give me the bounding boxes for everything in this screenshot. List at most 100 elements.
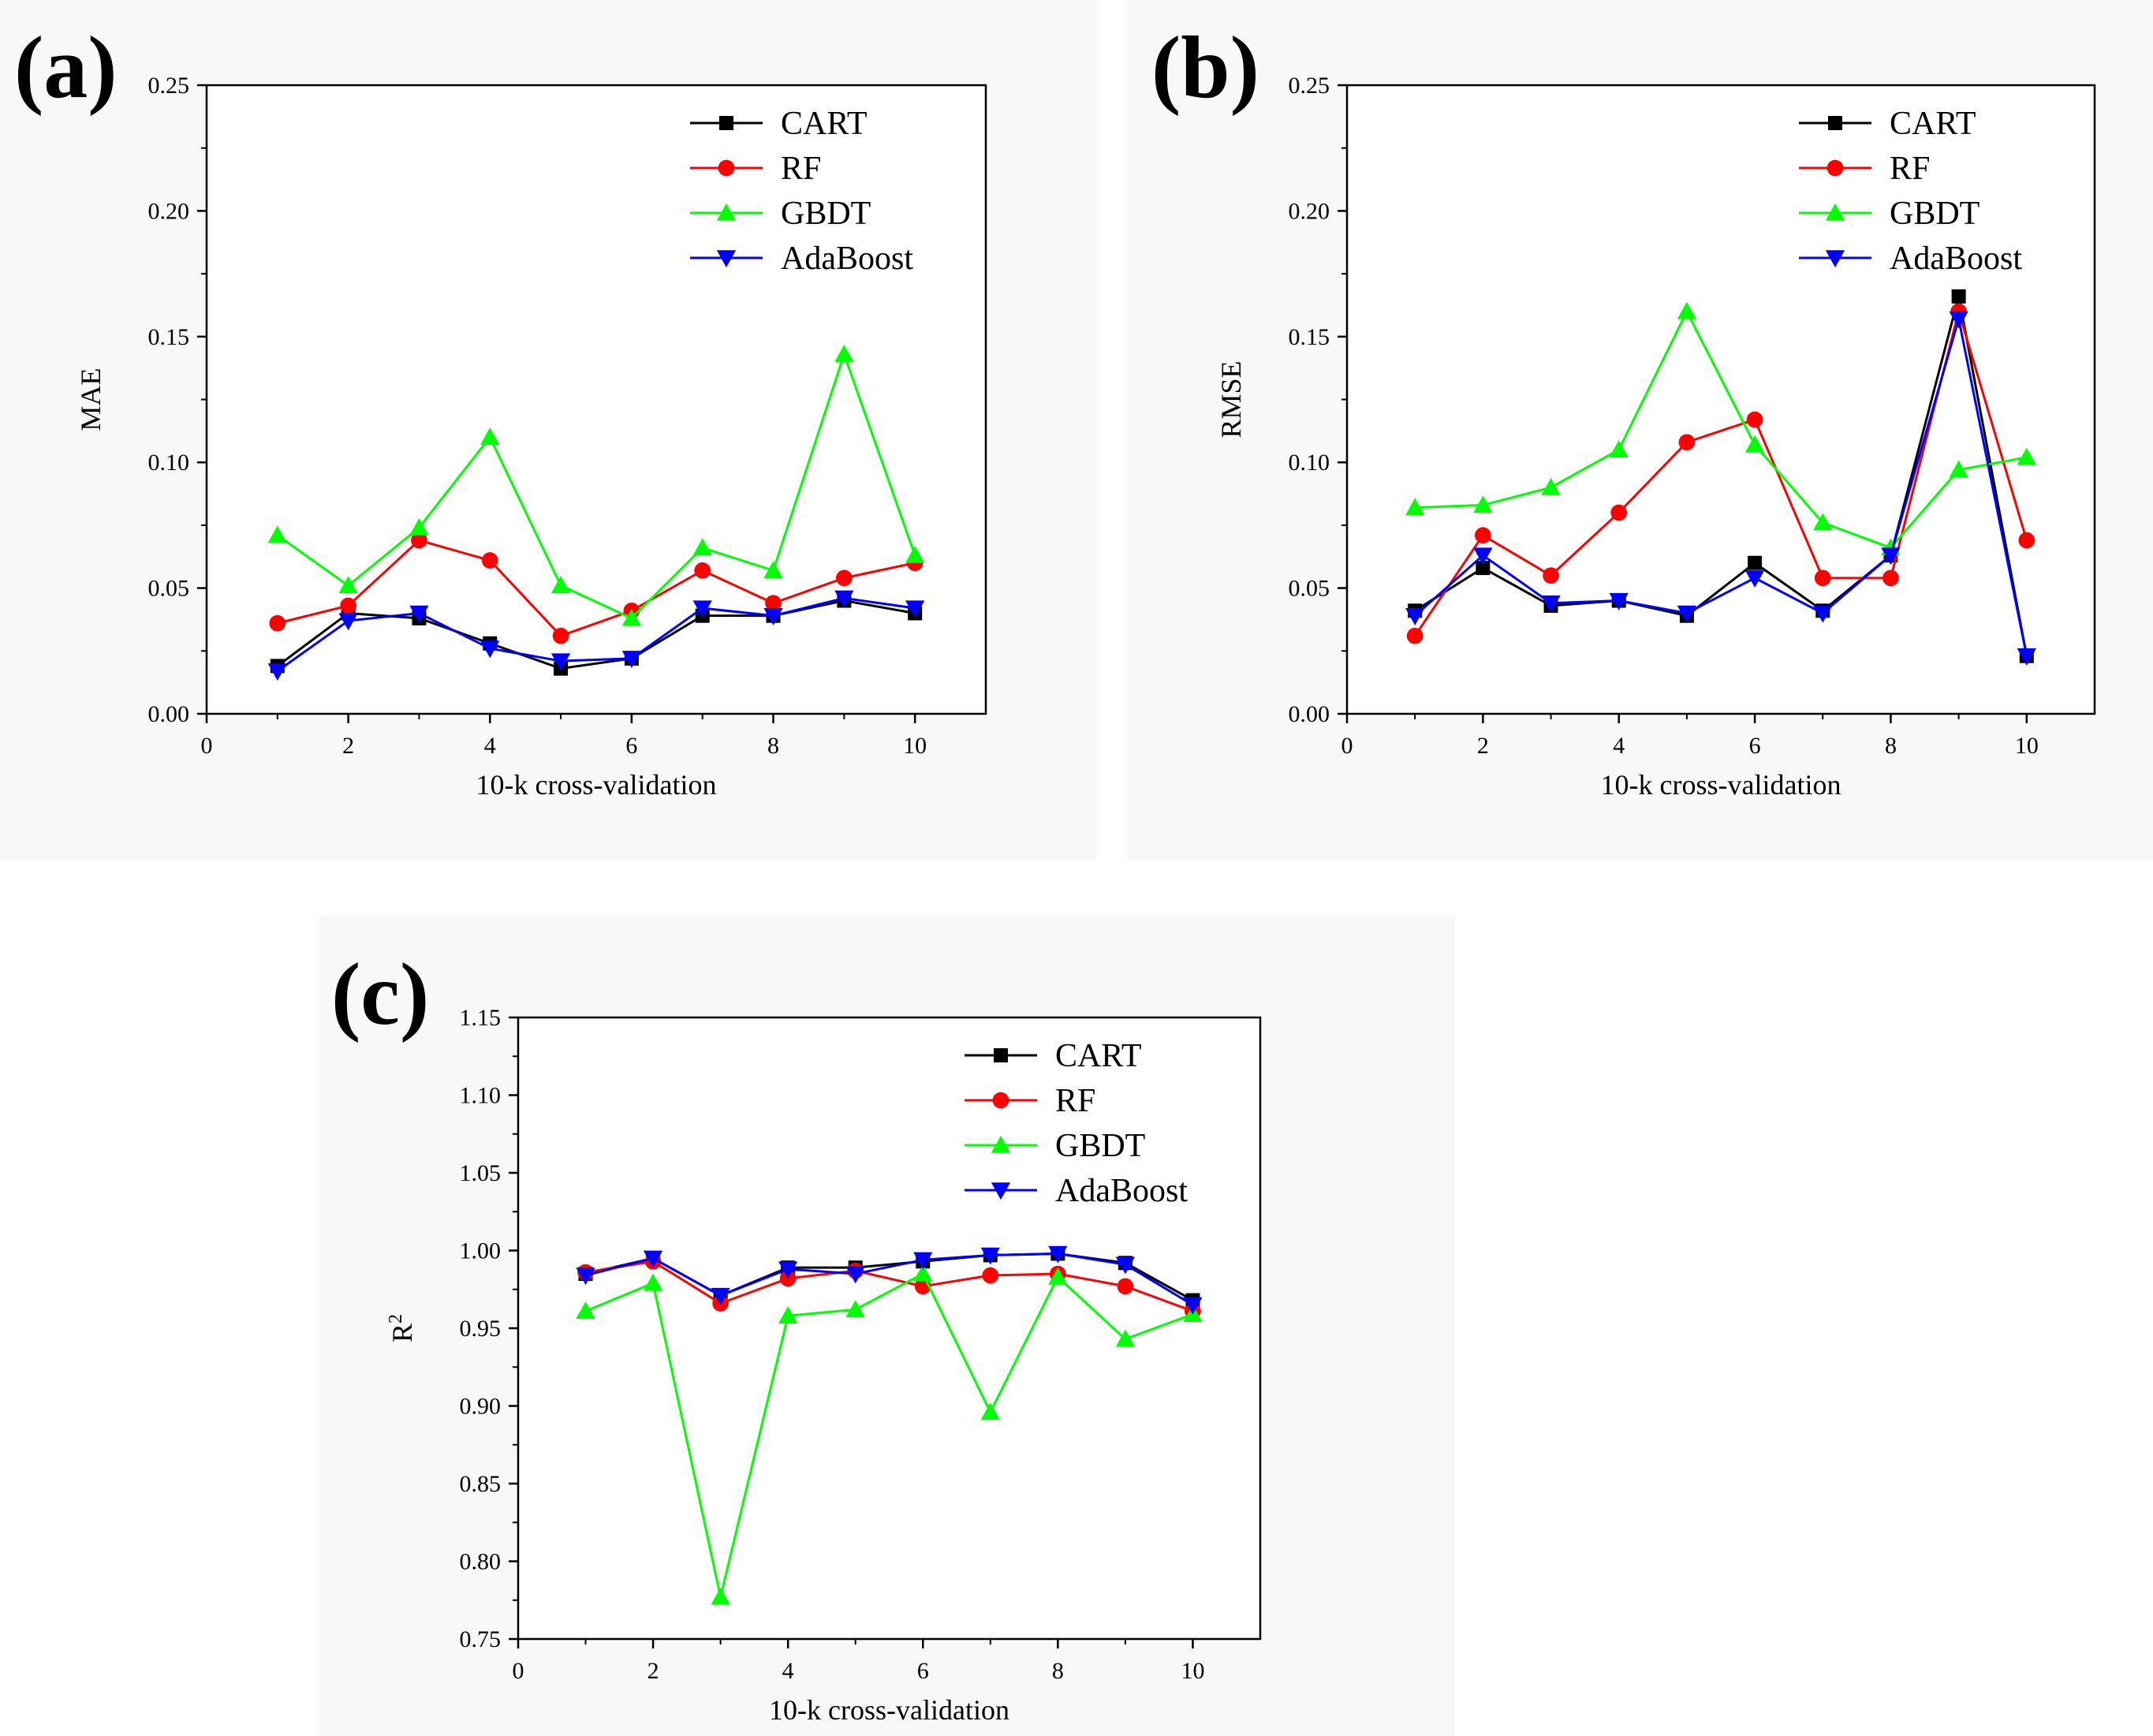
- series-gbdt: [267, 344, 925, 626]
- x-tick-label: 2: [342, 733, 354, 759]
- data-point-gbdt: [267, 525, 287, 543]
- y-tick-label: 0.90: [460, 1394, 502, 1420]
- x-tick-label: 8: [1052, 1658, 1064, 1684]
- y-tick-label: 1.05: [460, 1160, 502, 1186]
- data-point-rf: [269, 614, 286, 632]
- y-tick-label: 1.00: [460, 1238, 502, 1264]
- data-point-adaboost: [692, 600, 712, 618]
- plot-frame: [1345, 84, 2096, 715]
- data-point-adaboost: [763, 607, 783, 625]
- data-point-rf: [552, 627, 569, 644]
- data-point-adaboost: [480, 640, 500, 659]
- legend-marker-adaboost: [1825, 250, 1845, 268]
- data-point-adaboost: [1048, 1245, 1068, 1264]
- data-point-gbdt: [692, 538, 712, 556]
- data-point-cart: [1951, 289, 1966, 304]
- x-tick-label: 4: [782, 1658, 794, 1684]
- data-point-gbdt: [1405, 498, 1425, 516]
- data-point-adaboost: [711, 1287, 730, 1305]
- legend-label-cart: CART: [781, 106, 868, 142]
- series-line-gbdt: [584, 1271, 1193, 1598]
- y-tick-label: 0.10: [1289, 450, 1330, 476]
- data-point-gbdt: [778, 1306, 798, 1323]
- series-line-rf: [277, 539, 916, 637]
- y-tick-label: 0.05: [1289, 576, 1330, 602]
- data-point-rf: [481, 552, 498, 569]
- data-point-rf: [1406, 627, 1424, 644]
- legend-marker-cart: [994, 1048, 1008, 1062]
- data-point-rf: [411, 532, 427, 549]
- data-point-rf: [982, 1267, 999, 1284]
- x-tick-label: 4: [484, 733, 496, 759]
- data-point-gbdt: [834, 344, 854, 362]
- data-point-gbdt: [1813, 513, 1833, 531]
- legend-marker-gbdt: [991, 1135, 1011, 1153]
- x-tick-label: 10: [903, 733, 927, 759]
- y-axis-label: RMSE: [1215, 360, 1247, 438]
- data-point-gbdt: [1677, 301, 1697, 319]
- panel-label-a: (a): [14, 19, 118, 117]
- y-tick-label: 0.05: [148, 576, 190, 602]
- data-point-gbdt: [1473, 495, 1493, 513]
- series-line-rf: [585, 1260, 1193, 1312]
- data-point-rf: [1475, 527, 1491, 544]
- legend-label-rf: RF: [1890, 151, 1930, 187]
- legend-label-rf: RF: [1055, 1083, 1095, 1119]
- series-line-gbdt: [276, 350, 916, 620]
- data-point-rf: [1678, 434, 1696, 451]
- data-point-gbdt: [905, 546, 925, 563]
- data-point-gbdt: [1949, 460, 1968, 478]
- data-point-rf: [694, 562, 711, 579]
- legend-label-gbdt: GBDT: [1055, 1128, 1145, 1164]
- data-point-adaboost: [1405, 607, 1425, 625]
- data-point-adaboost: [778, 1261, 798, 1279]
- data-point-gbdt: [1744, 435, 1765, 453]
- y-tick-label: 0.00: [1289, 701, 1330, 727]
- series-line-gbdt: [1415, 308, 2028, 550]
- y-tick-label: 0.15: [1289, 324, 1330, 350]
- data-point-gbdt: [643, 1273, 663, 1291]
- plot-frame: [205, 84, 987, 715]
- series-rf: [1406, 303, 2035, 644]
- data-point-gbdt: [576, 1301, 595, 1320]
- data-point-gbdt: [1115, 1329, 1136, 1347]
- y-tick-label: 0.25: [1289, 73, 1330, 99]
- y-tick-label: 1.10: [460, 1083, 502, 1109]
- y-tick-label: 0.10: [148, 450, 190, 476]
- series-adaboost: [576, 1245, 1203, 1315]
- series-line-adaboost: [1414, 319, 2028, 656]
- y-tick-label: 0.00: [148, 701, 190, 727]
- legend-label-rf: RF: [781, 151, 821, 187]
- data-point-gbdt: [980, 1402, 1000, 1421]
- series-line-adaboost: [276, 596, 916, 673]
- x-tick-label: 0: [1341, 733, 1353, 759]
- x-tick-label: 6: [917, 1658, 929, 1684]
- y-axis-label: R2: [386, 1314, 418, 1342]
- plot-frame: [517, 1016, 1262, 1641]
- y-tick-label: 0.20: [148, 198, 190, 224]
- data-point-rf: [1610, 504, 1628, 521]
- series-adaboost: [267, 590, 925, 681]
- data-point-adaboost: [2017, 648, 2036, 666]
- legend-marker-cart: [1828, 116, 1842, 130]
- series-gbdt: [576, 1264, 1203, 1605]
- data-point-rf: [765, 595, 782, 612]
- x-tick-label: 6: [625, 733, 637, 759]
- chart-mae: 0 2 4 6 8 10 0.00 0.05 0.10 0.15 0.20 0.25 10-k cros…: [75, 73, 987, 801]
- x-axis-label: 10-k cross-validation: [476, 769, 717, 801]
- legend-label-adaboost: AdaBoost: [781, 241, 913, 277]
- data-point-gbdt: [338, 576, 358, 594]
- data-point-adaboost: [1677, 605, 1697, 623]
- data-point-gbdt: [763, 561, 783, 579]
- data-point-adaboost: [1813, 605, 1833, 623]
- y-tick-label: 1.15: [460, 1005, 502, 1031]
- data-point-gbdt: [550, 576, 571, 594]
- data-point-adaboost: [409, 605, 429, 623]
- y-tick-label: 0.95: [460, 1316, 502, 1342]
- legend-marker-rf: [1827, 159, 1844, 177]
- x-tick-label: 10: [1181, 1658, 1204, 1684]
- data-point-adaboost: [845, 1266, 865, 1284]
- x-tick-label: 6: [1749, 733, 1761, 759]
- data-point-rf: [2018, 532, 2035, 549]
- data-point-adaboost: [913, 1252, 933, 1270]
